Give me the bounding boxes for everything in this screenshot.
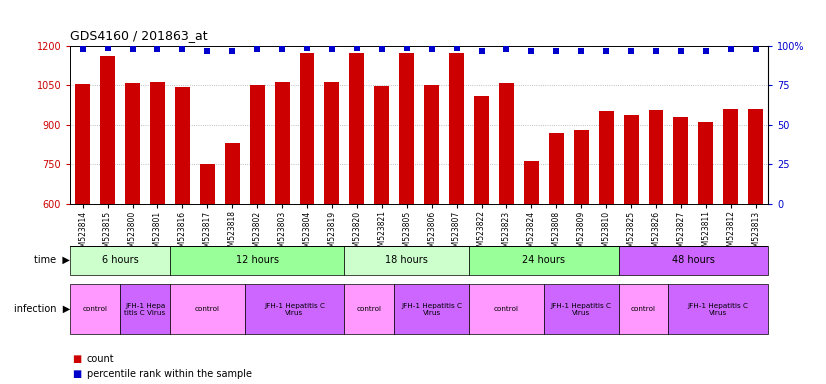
Bar [225, 143, 240, 204]
Point [126, 46, 139, 52]
Bar [449, 53, 464, 204]
Text: ■: ■ [72, 354, 81, 364]
Bar [673, 117, 688, 204]
Point [101, 45, 114, 51]
Bar [619, 284, 668, 334]
Text: 48 hours: 48 hours [672, 255, 714, 265]
Bar [200, 164, 215, 204]
Bar [170, 284, 244, 334]
Point [400, 45, 413, 51]
Point [700, 48, 713, 54]
Bar [425, 85, 439, 204]
Text: percentile rank within the sample: percentile rank within the sample [87, 369, 252, 379]
Point [225, 48, 239, 54]
Bar [120, 284, 170, 334]
Text: control: control [631, 306, 656, 312]
Text: JFH-1 Hepatitis C
Virus: JFH-1 Hepatitis C Virus [401, 303, 463, 316]
Point [500, 46, 513, 52]
Text: 24 hours: 24 hours [522, 255, 565, 265]
Bar [748, 109, 763, 204]
Point [201, 48, 214, 54]
Bar [70, 246, 170, 275]
Bar [150, 81, 165, 204]
Point [575, 48, 588, 54]
Bar [175, 87, 190, 204]
Bar [100, 56, 115, 204]
Bar [394, 284, 469, 334]
Bar [399, 53, 414, 204]
Text: JFH-1 Hepatitis C
Virus: JFH-1 Hepatitis C Virus [688, 303, 749, 316]
Point [325, 46, 339, 52]
Point [749, 46, 762, 52]
Bar [499, 83, 514, 204]
Bar [619, 246, 768, 275]
Text: ■: ■ [72, 369, 81, 379]
Bar [474, 96, 489, 204]
Point [624, 48, 638, 54]
Bar [624, 115, 638, 204]
Point [276, 46, 289, 52]
Text: control: control [357, 306, 382, 312]
Bar [469, 284, 544, 334]
Bar [724, 109, 738, 204]
Point [600, 48, 613, 54]
Text: 18 hours: 18 hours [385, 255, 428, 265]
Bar [300, 53, 315, 204]
Bar [648, 110, 663, 204]
Bar [699, 122, 714, 204]
Bar [374, 86, 389, 204]
Point [375, 46, 388, 52]
Bar [249, 85, 264, 204]
Bar [70, 284, 120, 334]
Point [649, 48, 662, 54]
Point [250, 46, 263, 52]
Bar [274, 81, 290, 204]
Bar [325, 81, 339, 204]
Bar [344, 284, 394, 334]
Text: JFH-1 Hepatitis C
Virus: JFH-1 Hepatitis C Virus [551, 303, 612, 316]
Point [674, 48, 687, 54]
Point [475, 48, 488, 54]
Bar [548, 133, 564, 204]
Point [450, 45, 463, 51]
Bar [244, 284, 344, 334]
Text: control: control [83, 306, 107, 312]
Point [151, 46, 164, 52]
Bar [344, 246, 469, 275]
Bar [668, 284, 768, 334]
Text: 12 hours: 12 hours [235, 255, 278, 265]
Bar [349, 53, 364, 204]
Text: control: control [195, 306, 220, 312]
Text: 6 hours: 6 hours [102, 255, 139, 265]
Point [724, 46, 738, 52]
Point [76, 46, 89, 52]
Text: time  ▶: time ▶ [35, 255, 70, 265]
Point [549, 48, 563, 54]
Text: count: count [87, 354, 114, 364]
Point [425, 46, 439, 52]
Point [301, 45, 314, 51]
Bar [170, 246, 344, 275]
Text: GDS4160 / 201863_at: GDS4160 / 201863_at [70, 29, 208, 42]
Point [525, 48, 538, 54]
Text: control: control [494, 306, 519, 312]
Bar [469, 246, 619, 275]
Point [176, 46, 189, 52]
Point [350, 45, 363, 51]
Bar [75, 84, 90, 204]
Bar [125, 83, 140, 204]
Text: JFH-1 Hepa
titis C Virus: JFH-1 Hepa titis C Virus [125, 303, 166, 316]
Bar [524, 161, 539, 204]
Bar [544, 284, 619, 334]
Text: infection  ▶: infection ▶ [14, 304, 70, 314]
Bar [574, 130, 589, 204]
Text: JFH-1 Hepatitis C
Virus: JFH-1 Hepatitis C Virus [264, 303, 325, 316]
Bar [599, 111, 614, 204]
